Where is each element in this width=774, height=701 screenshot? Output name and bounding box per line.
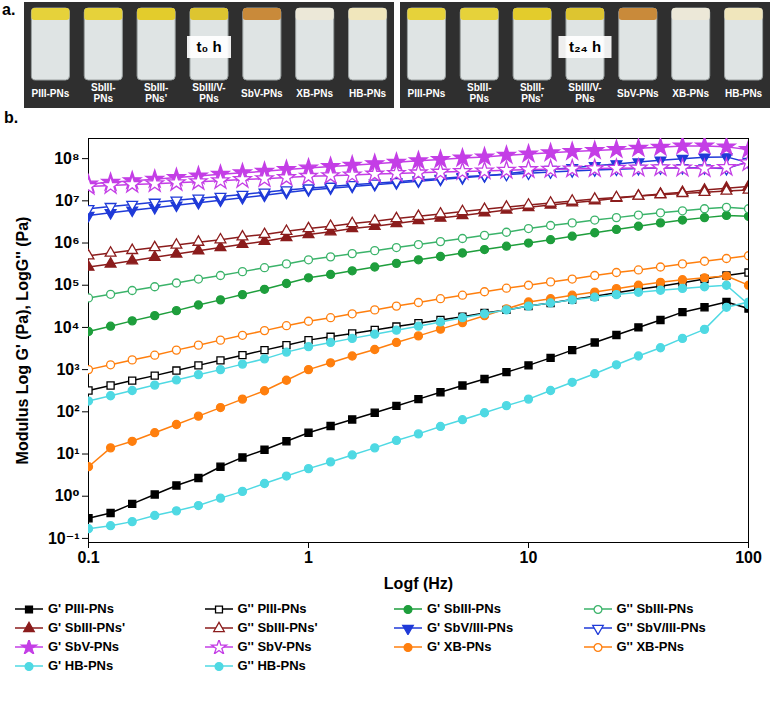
html-text:G'' HB-PNs: G'' HB-PNs <box>237 658 306 673</box>
svg-text:SbIII-: SbIII- <box>91 82 115 93</box>
svg-text:PNs: PNs <box>94 93 114 104</box>
html-text:G'' SbV/III-PNs: G'' SbV/III-PNs <box>616 620 706 635</box>
svg-text:PNs': PNs' <box>521 93 543 104</box>
html-text:G' SbIII-PNs': G' SbIII-PNs' <box>48 620 125 635</box>
html-text:G'' SbIII-PNs': G'' SbIII-PNs' <box>237 620 318 635</box>
svg-text:PNs: PNs <box>199 93 219 104</box>
svg-text:XB-PNs: XB-PNs <box>672 88 709 99</box>
svg-text:PIII-PNs: PIII-PNs <box>32 88 70 99</box>
html-text:G' XB-PNs: G' XB-PNs <box>427 639 492 654</box>
svg-text:Logf (Hz): Logf (Hz) <box>384 575 453 592</box>
svg-text:PIII-PNs: PIII-PNs <box>408 88 446 99</box>
html-text:G' SbIII-PNs: G' SbIII-PNs <box>427 601 501 616</box>
svg-text:SbIII/V-: SbIII/V- <box>192 82 225 93</box>
svg-text:1: 1 <box>304 549 313 566</box>
svg-text:10⁷: 10⁷ <box>55 192 79 209</box>
svg-text:SbIII/V-: SbIII/V- <box>568 82 601 93</box>
svg-text:SbV-PNs: SbV-PNs <box>617 88 659 99</box>
svg-text:XB-PNs: XB-PNs <box>296 88 333 99</box>
svg-text:10⁸: 10⁸ <box>54 150 79 167</box>
svg-text:t₂₄ h: t₂₄ h <box>569 38 601 55</box>
svg-text:10⁶: 10⁶ <box>54 234 79 251</box>
svg-text:10⁵: 10⁵ <box>54 276 79 293</box>
html-text:G'' SbV-PNs: G'' SbV-PNs <box>237 639 312 654</box>
svg-text:Modulus Log G' (Pa), LogG'' (P: Modulus Log G' (Pa), LogG'' (Pa) <box>14 217 31 465</box>
svg-text:10⁴: 10⁴ <box>54 319 80 336</box>
html-text:G' SbV/III-PNs: G' SbV/III-PNs <box>427 620 514 635</box>
svg-text:SbIII-: SbIII- <box>467 82 491 93</box>
svg-text:PNs: PNs <box>575 93 595 104</box>
html-text:G'' SbIII-PNs: G'' SbIII-PNs <box>616 601 694 616</box>
svg-text:10²: 10² <box>56 403 79 420</box>
svg-text:0.1: 0.1 <box>77 549 99 566</box>
svg-text:SbV-PNs: SbV-PNs <box>241 88 283 99</box>
svg-text:10⁻¹: 10⁻¹ <box>48 530 80 547</box>
svg-text:HB-PNs: HB-PNs <box>725 88 763 99</box>
svg-text:10: 10 <box>520 549 538 566</box>
html-text:G'' PIII-PNs: G'' PIII-PNs <box>237 601 307 616</box>
svg-text:SbIII-: SbIII- <box>144 82 168 93</box>
svg-text:PNs': PNs' <box>145 93 167 104</box>
svg-text:a.: a. <box>2 1 15 18</box>
svg-text:SbIII-: SbIII- <box>520 82 544 93</box>
svg-text:t₀ h: t₀ h <box>196 38 221 55</box>
svg-text:10⁰: 10⁰ <box>55 487 80 504</box>
html-text:G' HB-PNs: G' HB-PNs <box>48 658 114 673</box>
html-text:G' SbV-PNs: G' SbV-PNs <box>48 639 119 654</box>
html-text:G' PIII-PNs: G' PIII-PNs <box>48 601 114 616</box>
svg-text:HB-PNs: HB-PNs <box>349 88 387 99</box>
svg-text:100: 100 <box>735 549 762 566</box>
html-text:b.: b. <box>4 109 19 126</box>
svg-text:10³: 10³ <box>56 361 79 378</box>
html-text:G'' XB-PNs: G'' XB-PNs <box>616 639 685 654</box>
svg-text:PNs: PNs <box>470 93 490 104</box>
svg-text:10¹: 10¹ <box>56 445 79 462</box>
